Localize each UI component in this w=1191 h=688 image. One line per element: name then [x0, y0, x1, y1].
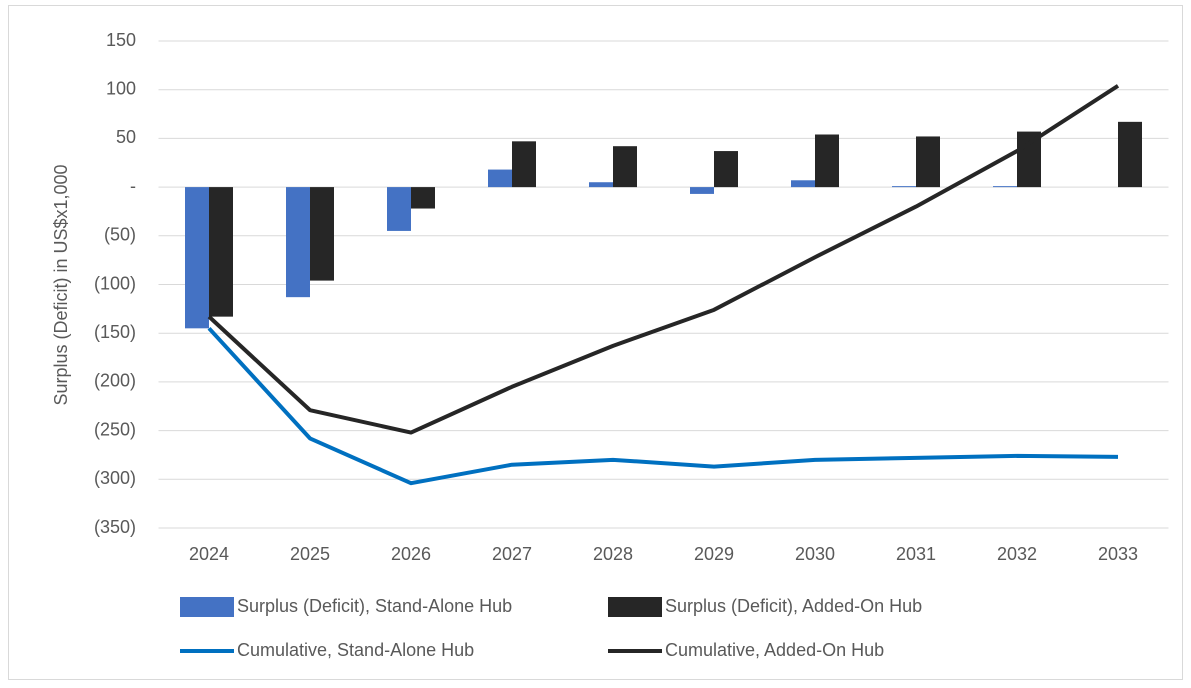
x-tick-label: 2027: [492, 544, 532, 564]
bar: [209, 187, 233, 317]
y-axis-label: Surplus (Deficit) in US$x1,000: [51, 164, 71, 405]
legend-swatch: [608, 597, 662, 617]
bar: [286, 187, 310, 298]
y-tick-label: -: [130, 176, 136, 196]
x-tick-label: 2024: [189, 544, 229, 564]
line: [207, 326, 1119, 486]
x-tick-label: 2032: [997, 544, 1037, 564]
bar: [411, 187, 435, 209]
bar: [387, 187, 411, 231]
bar: [185, 187, 209, 329]
y-tick-label: (250): [94, 419, 136, 439]
legend-label: Surplus (Deficit), Added-On Hub: [665, 596, 922, 616]
bar: [589, 182, 613, 188]
y-tick-label: (150): [94, 322, 136, 342]
bar: [993, 186, 1017, 188]
bar: [892, 186, 916, 188]
y-tick-label: (300): [94, 468, 136, 488]
x-tick-label: 2028: [593, 544, 633, 564]
x-tick-label: 2030: [795, 544, 835, 564]
bar: [714, 151, 738, 188]
x-tick-label: 2026: [391, 544, 431, 564]
bar: [310, 187, 334, 281]
legend-label: Cumulative, Added-On Hub: [665, 640, 884, 660]
legend-label: Surplus (Deficit), Stand-Alone Hub: [237, 596, 512, 616]
y-tick-label: 100: [106, 78, 136, 98]
y-tick-label: 150: [106, 30, 136, 50]
bar: [488, 169, 512, 188]
y-tick-label: (350): [94, 517, 136, 537]
x-tick-label: 2029: [694, 544, 734, 564]
y-tick-label: (100): [94, 273, 136, 293]
bar: [613, 146, 637, 188]
y-tick-label: 50: [116, 127, 136, 147]
bar: [690, 187, 714, 194]
bar: [791, 180, 815, 188]
y-tick-label: (200): [94, 371, 136, 391]
x-tick-label: 2031: [896, 544, 936, 564]
bar: [815, 134, 839, 188]
x-tick-label: 2025: [290, 544, 330, 564]
legend-label: Cumulative, Stand-Alone Hub: [237, 640, 474, 660]
x-tick-label: 2033: [1098, 544, 1138, 564]
line: [207, 84, 1120, 435]
bar: [512, 141, 536, 188]
bar: [1118, 121, 1142, 188]
chart-frame: [8, 5, 1183, 680]
legend-swatch: [180, 597, 234, 617]
y-tick-label: (50): [104, 225, 136, 245]
bar: [916, 136, 940, 188]
bar: [1017, 131, 1041, 188]
